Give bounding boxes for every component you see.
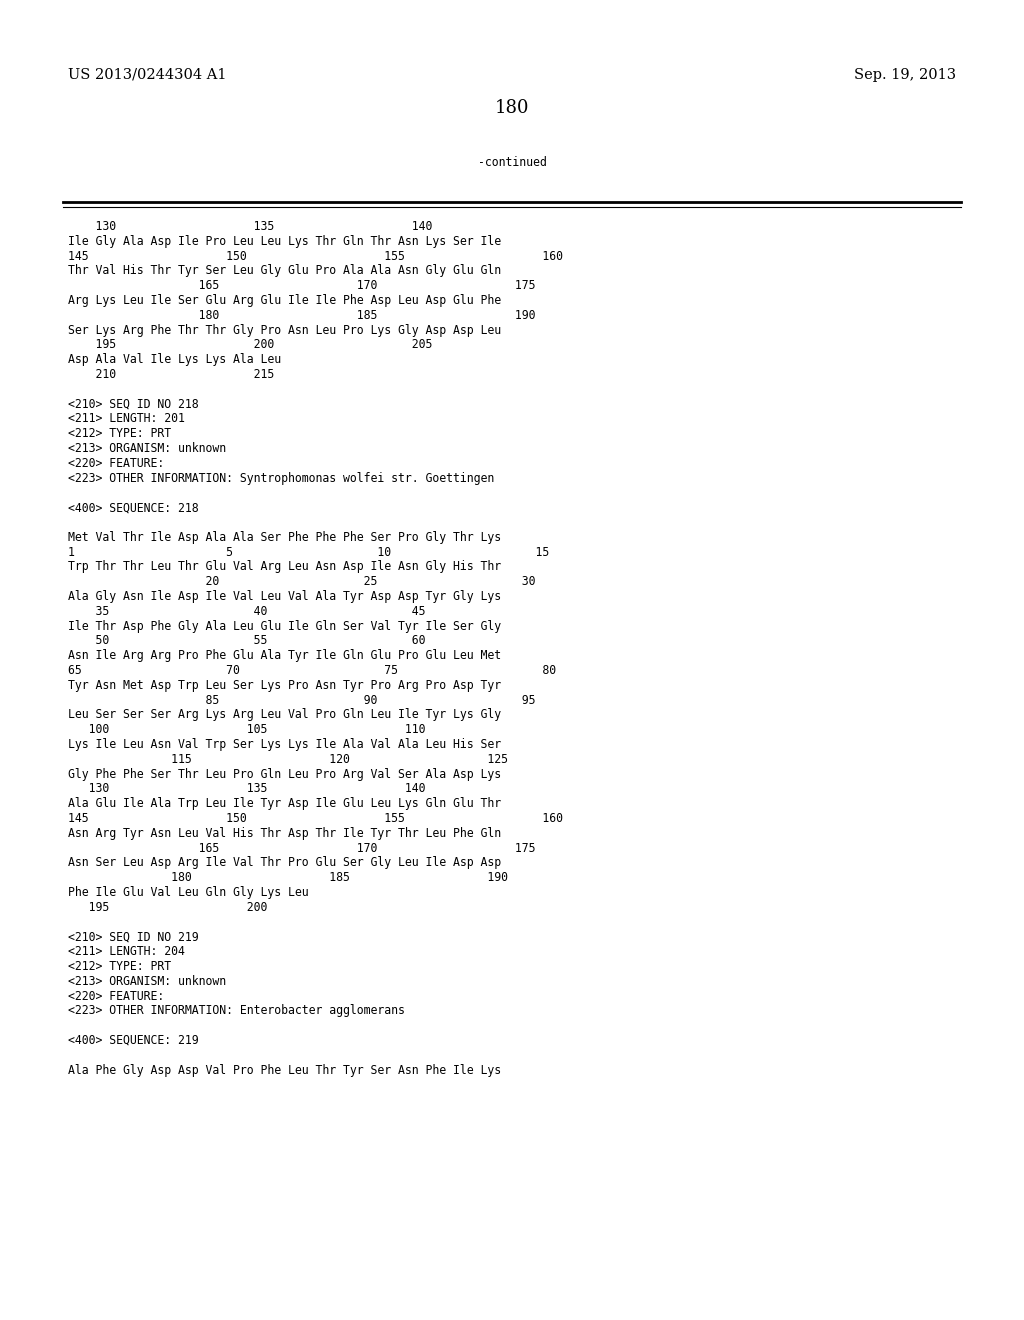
Text: 210                    215: 210 215: [68, 368, 274, 381]
Text: Ala Gly Asn Ile Asp Ile Val Leu Val Ala Tyr Asp Asp Tyr Gly Lys: Ala Gly Asn Ile Asp Ile Val Leu Val Ala …: [68, 590, 501, 603]
Text: <212> TYPE: PRT: <212> TYPE: PRT: [68, 960, 171, 973]
Text: 165                    170                    175: 165 170 175: [68, 280, 536, 292]
Text: 130                    135                    140: 130 135 140: [68, 783, 426, 796]
Text: 180                    185                    190: 180 185 190: [68, 871, 508, 884]
Text: 195                    200: 195 200: [68, 900, 267, 913]
Text: <211> LENGTH: 204: <211> LENGTH: 204: [68, 945, 185, 958]
Text: Asn Ile Arg Arg Pro Phe Glu Ala Tyr Ile Gln Glu Pro Glu Leu Met: Asn Ile Arg Arg Pro Phe Glu Ala Tyr Ile …: [68, 649, 501, 663]
Text: Asn Ser Leu Asp Arg Ile Val Thr Pro Glu Ser Gly Leu Ile Asp Asp: Asn Ser Leu Asp Arg Ile Val Thr Pro Glu …: [68, 857, 501, 870]
Text: 85                     90                     95: 85 90 95: [68, 693, 536, 706]
Text: <211> LENGTH: 201: <211> LENGTH: 201: [68, 412, 185, 425]
Text: US 2013/0244304 A1: US 2013/0244304 A1: [68, 69, 226, 82]
Text: Ile Thr Asp Phe Gly Ala Leu Glu Ile Gln Ser Val Tyr Ile Ser Gly: Ile Thr Asp Phe Gly Ala Leu Glu Ile Gln …: [68, 619, 501, 632]
Text: 180                    185                    190: 180 185 190: [68, 309, 536, 322]
Text: <210> SEQ ID NO 218: <210> SEQ ID NO 218: [68, 397, 199, 411]
Text: Leu Ser Ser Ser Arg Lys Arg Leu Val Pro Gln Leu Ile Tyr Lys Gly: Leu Ser Ser Ser Arg Lys Arg Leu Val Pro …: [68, 709, 501, 722]
Text: <210> SEQ ID NO 219: <210> SEQ ID NO 219: [68, 931, 199, 944]
Text: 50                     55                     60: 50 55 60: [68, 635, 426, 647]
Text: 145                    150                    155                    160: 145 150 155 160: [68, 812, 563, 825]
Text: 130                    135                    140: 130 135 140: [68, 220, 432, 234]
Text: Ala Glu Ile Ala Trp Leu Ile Tyr Asp Ile Glu Leu Lys Gln Glu Thr: Ala Glu Ile Ala Trp Leu Ile Tyr Asp Ile …: [68, 797, 501, 810]
Text: 180: 180: [495, 99, 529, 117]
Text: Trp Thr Thr Leu Thr Glu Val Arg Leu Asn Asp Ile Asn Gly His Thr: Trp Thr Thr Leu Thr Glu Val Arg Leu Asn …: [68, 561, 501, 573]
Text: -continued: -continued: [477, 157, 547, 169]
Text: Thr Val His Thr Tyr Ser Leu Gly Glu Pro Ala Ala Asn Gly Glu Gln: Thr Val His Thr Tyr Ser Leu Gly Glu Pro …: [68, 264, 501, 277]
Text: <223> OTHER INFORMATION: Syntrophomonas wolfei str. Goettingen: <223> OTHER INFORMATION: Syntrophomonas …: [68, 471, 495, 484]
Text: 195                    200                    205: 195 200 205: [68, 338, 432, 351]
Text: 35                     40                     45: 35 40 45: [68, 605, 426, 618]
Text: Ala Phe Gly Asp Asp Val Pro Phe Leu Thr Tyr Ser Asn Phe Ile Lys: Ala Phe Gly Asp Asp Val Pro Phe Leu Thr …: [68, 1064, 501, 1077]
Text: Met Val Thr Ile Asp Ala Ala Ser Phe Phe Phe Ser Pro Gly Thr Lys: Met Val Thr Ile Asp Ala Ala Ser Phe Phe …: [68, 531, 501, 544]
Text: 20                     25                     30: 20 25 30: [68, 576, 536, 589]
Text: Ser Lys Arg Phe Thr Thr Gly Pro Asn Leu Pro Lys Gly Asp Asp Leu: Ser Lys Arg Phe Thr Thr Gly Pro Asn Leu …: [68, 323, 501, 337]
Text: 100                    105                    110: 100 105 110: [68, 723, 426, 737]
Text: <400> SEQUENCE: 219: <400> SEQUENCE: 219: [68, 1034, 199, 1047]
Text: Lys Ile Leu Asn Val Trp Ser Lys Lys Ile Ala Val Ala Leu His Ser: Lys Ile Leu Asn Val Trp Ser Lys Lys Ile …: [68, 738, 501, 751]
Text: <400> SEQUENCE: 218: <400> SEQUENCE: 218: [68, 502, 199, 515]
Text: 115                    120                    125: 115 120 125: [68, 752, 508, 766]
Text: Phe Ile Glu Val Leu Gln Gly Lys Leu: Phe Ile Glu Val Leu Gln Gly Lys Leu: [68, 886, 308, 899]
Text: 145                    150                    155                    160: 145 150 155 160: [68, 249, 563, 263]
Text: <213> ORGANISM: unknown: <213> ORGANISM: unknown: [68, 442, 226, 455]
Text: <213> ORGANISM: unknown: <213> ORGANISM: unknown: [68, 974, 226, 987]
Text: <220> FEATURE:: <220> FEATURE:: [68, 990, 164, 1003]
Text: Ile Gly Ala Asp Ile Pro Leu Leu Lys Thr Gln Thr Asn Lys Ser Ile: Ile Gly Ala Asp Ile Pro Leu Leu Lys Thr …: [68, 235, 501, 248]
Text: 1                      5                     10                     15: 1 5 10 15: [68, 545, 549, 558]
Text: <212> TYPE: PRT: <212> TYPE: PRT: [68, 428, 171, 440]
Text: Arg Lys Leu Ile Ser Glu Arg Glu Ile Ile Phe Asp Leu Asp Glu Phe: Arg Lys Leu Ile Ser Glu Arg Glu Ile Ile …: [68, 294, 501, 308]
Text: 165                    170                    175: 165 170 175: [68, 842, 536, 854]
Text: Asn Arg Tyr Asn Leu Val His Thr Asp Thr Ile Tyr Thr Leu Phe Gln: Asn Arg Tyr Asn Leu Val His Thr Asp Thr …: [68, 826, 501, 840]
Text: <220> FEATURE:: <220> FEATURE:: [68, 457, 164, 470]
Text: Asp Ala Val Ile Lys Lys Ala Leu: Asp Ala Val Ile Lys Lys Ala Leu: [68, 354, 282, 366]
Text: Gly Phe Phe Ser Thr Leu Pro Gln Leu Pro Arg Val Ser Ala Asp Lys: Gly Phe Phe Ser Thr Leu Pro Gln Leu Pro …: [68, 768, 501, 780]
Text: Sep. 19, 2013: Sep. 19, 2013: [854, 69, 956, 82]
Text: 65                     70                     75                     80: 65 70 75 80: [68, 664, 556, 677]
Text: <223> OTHER INFORMATION: Enterobacter agglomerans: <223> OTHER INFORMATION: Enterobacter ag…: [68, 1005, 404, 1018]
Text: Tyr Asn Met Asp Trp Leu Ser Lys Pro Asn Tyr Pro Arg Pro Asp Tyr: Tyr Asn Met Asp Trp Leu Ser Lys Pro Asn …: [68, 678, 501, 692]
